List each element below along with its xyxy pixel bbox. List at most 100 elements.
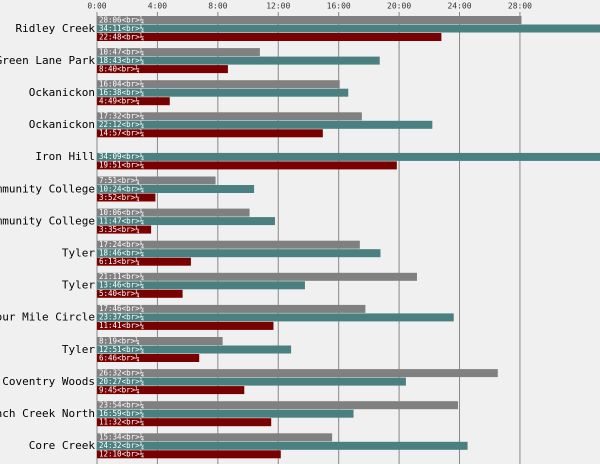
category-label: Core Creek xyxy=(29,439,96,452)
value-label: 12:51<br>¼ xyxy=(99,345,145,354)
x-tick-label: 12:00 xyxy=(266,2,290,11)
value-label: 17:24<br>¼ xyxy=(99,240,145,249)
bar xyxy=(97,33,442,41)
category-label: Four Mile Circle xyxy=(0,311,95,324)
x-tick-label: 28:00 xyxy=(508,2,532,11)
value-label: 5:40<br>¼ xyxy=(99,289,140,298)
value-label: 23:37<br>¼ xyxy=(99,313,145,322)
value-label: 17:46<br>¼ xyxy=(99,304,145,313)
value-label: 3:35<br>¼ xyxy=(99,225,140,234)
value-label: 7:51<br>¼ xyxy=(99,176,140,185)
bar xyxy=(97,369,498,378)
value-label: 21:11<br>¼ xyxy=(99,272,145,281)
bar xyxy=(97,217,275,226)
category-label: Ockanickon xyxy=(29,86,95,99)
value-label: 14:57<br>¼ xyxy=(99,129,145,138)
bar xyxy=(97,16,522,24)
bar xyxy=(97,129,323,138)
value-label: 34:11<br>¼ xyxy=(99,24,145,33)
bar xyxy=(97,337,223,345)
bar xyxy=(97,240,360,249)
category-label: Ockanickon xyxy=(29,118,95,131)
value-label: 15:34<br>¼ xyxy=(99,433,145,442)
value-label: 11:41<br>¼ xyxy=(99,321,145,330)
bar xyxy=(97,65,228,74)
category-label: Tyler xyxy=(62,343,95,356)
bar xyxy=(97,161,397,170)
value-label: 11:32<br>¼ xyxy=(99,417,145,426)
value-label: 12:10<br>¼ xyxy=(99,450,145,459)
value-label: 6:46<br>¼ xyxy=(99,353,140,362)
category-label: ommunity College xyxy=(0,182,95,195)
bar xyxy=(97,321,274,330)
value-label: 18:46<br>¼ xyxy=(99,248,145,257)
x-tick-label: 24:00 xyxy=(447,2,471,11)
bar xyxy=(97,289,183,298)
value-label: 16:04<br>¼ xyxy=(99,79,145,88)
value-label: 16:59<br>¼ xyxy=(99,409,145,418)
bar xyxy=(97,24,600,33)
value-label: 19:51<br>¼ xyxy=(99,161,145,170)
bar xyxy=(97,354,200,362)
bar xyxy=(97,441,468,450)
value-label: 16:38<br>¼ xyxy=(99,88,145,97)
value-label: 20:27<br>¼ xyxy=(99,377,145,386)
category-label: ench Creek North xyxy=(0,407,95,420)
bar xyxy=(97,313,454,322)
value-label: 23:54<br>¼ xyxy=(99,400,145,409)
bar xyxy=(97,281,305,290)
category-label: Iron Hill xyxy=(35,150,95,163)
bar xyxy=(97,88,349,97)
value-label: 6:13<br>¼ xyxy=(99,257,140,266)
bar xyxy=(97,48,260,57)
value-label: 24:32<br>¼ xyxy=(99,441,145,450)
value-label: 22:48<br>¼ xyxy=(99,32,145,41)
bar xyxy=(97,152,600,161)
category-label: Coventry Woods xyxy=(2,375,95,388)
bar xyxy=(97,386,245,395)
value-label: 22:12<br>¼ xyxy=(99,120,145,129)
value-label: 8:19<br>¼ xyxy=(99,336,140,345)
bar xyxy=(97,249,381,258)
bar xyxy=(97,409,354,418)
x-tick-label: 4:00 xyxy=(148,2,167,11)
bar xyxy=(97,80,340,89)
bar xyxy=(97,112,362,121)
bar xyxy=(97,401,459,410)
bar xyxy=(97,345,292,354)
category-label: Ridley Creek xyxy=(16,22,96,35)
x-tick-label: 20:00 xyxy=(387,2,411,11)
value-label: 34:09<br>¼ xyxy=(99,152,145,161)
value-label: 13:46<br>¼ xyxy=(99,281,145,290)
bar xyxy=(97,193,156,202)
category-label: Green Lane Park xyxy=(0,54,95,67)
value-label: 10:06<br>¼ xyxy=(99,208,145,217)
value-label: 3:52<br>¼ xyxy=(99,193,140,202)
x-tick-label: 16:00 xyxy=(327,2,351,11)
bar xyxy=(97,56,380,65)
value-label: 11:47<br>¼ xyxy=(99,216,145,225)
value-label: 18:43<br>¼ xyxy=(99,56,145,65)
bar xyxy=(97,257,191,266)
bar xyxy=(97,225,152,234)
bar xyxy=(97,97,170,106)
bar xyxy=(97,377,406,386)
value-label: 10:24<br>¼ xyxy=(99,184,145,193)
bar xyxy=(97,418,272,427)
value-label: 4:49<br>¼ xyxy=(99,96,140,105)
value-label: 9:45<br>¼ xyxy=(99,385,140,394)
category-label: Tyler xyxy=(62,279,95,292)
bar xyxy=(97,208,250,217)
bar xyxy=(97,185,255,193)
category-label: ommunity College xyxy=(0,214,95,227)
category-label: Tyler xyxy=(62,246,95,259)
bar xyxy=(97,433,333,442)
value-label: 28:06<br>¼ xyxy=(99,15,145,24)
bar xyxy=(97,176,216,185)
bar xyxy=(97,450,281,459)
bar xyxy=(97,272,417,281)
bar xyxy=(97,304,366,313)
x-tick-label: 0:00 xyxy=(87,2,106,11)
x-tick-label: 8:00 xyxy=(208,2,227,11)
